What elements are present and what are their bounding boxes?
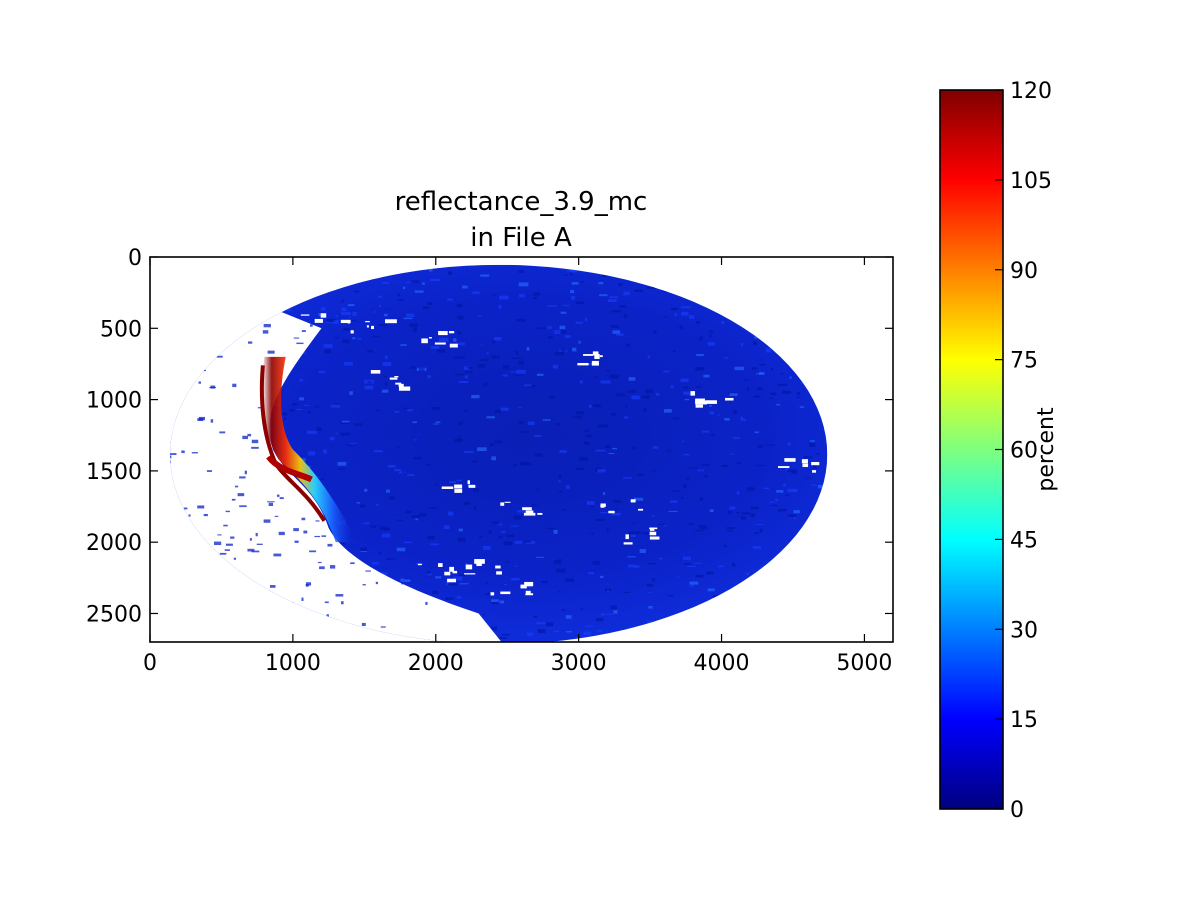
colorbar xyxy=(939,89,1004,810)
colorbar-tick-label: 45 xyxy=(1010,528,1038,553)
colorbar-tick-label: 90 xyxy=(1010,259,1038,284)
x-tick-label: 0 xyxy=(143,651,157,676)
colorbar-tick-label: 120 xyxy=(1010,79,1052,104)
x-tick-label: 5000 xyxy=(836,651,892,676)
globe-disk xyxy=(170,264,828,642)
heatmap-image xyxy=(170,264,828,642)
y-tick-label: 2000 xyxy=(86,531,142,556)
x-tick-label: 3000 xyxy=(551,651,607,676)
terminator-edge xyxy=(259,356,358,543)
y-tick-label: 1500 xyxy=(86,460,142,485)
colorbar-tick-label: 60 xyxy=(1010,439,1038,464)
y-axis: 0 500 1000 1500 2000 2500 xyxy=(86,246,893,627)
cloud-patches xyxy=(300,313,820,596)
chart-title-line-1: reflectance_3.9_mc xyxy=(395,187,648,217)
colorbar-tick-label: 105 xyxy=(1010,169,1052,194)
x-tick-label: 4000 xyxy=(694,651,750,676)
y-tick-label: 2500 xyxy=(86,602,142,627)
y-tick-label: 500 xyxy=(100,317,142,342)
y-tick-label: 0 xyxy=(128,246,142,271)
colorbar-ticks: 0 15 30 45 60 75 90 105 120 xyxy=(995,79,1052,823)
colorbar-tick-label: 15 xyxy=(1010,708,1038,733)
x-axis: 0 1000 2000 3000 4000 5000 xyxy=(143,257,892,676)
x-tick-label: 1000 xyxy=(265,651,321,676)
colorbar-label: percent xyxy=(1034,407,1059,492)
chart-title-line-2: in File A xyxy=(470,223,572,253)
x-tick-label: 2000 xyxy=(408,651,464,676)
colorbar-tick-label: 0 xyxy=(1010,798,1024,823)
axes-frame xyxy=(149,256,894,643)
colorbar-tick-label: 75 xyxy=(1010,349,1038,374)
colorbar-tick-label: 30 xyxy=(1010,618,1038,643)
y-tick-label: 1000 xyxy=(86,389,142,414)
